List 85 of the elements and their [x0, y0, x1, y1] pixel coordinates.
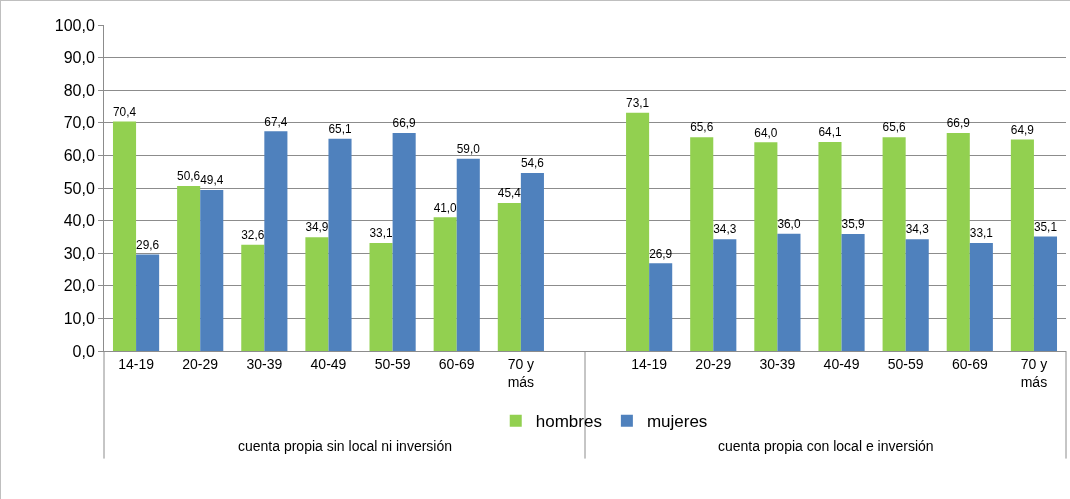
data-label: 59,0 [456, 141, 481, 156]
bar [497, 203, 521, 351]
data-label: 64,0 [754, 125, 778, 140]
legend-label: hombres [535, 412, 602, 432]
data-label: 67,4 [264, 114, 288, 129]
y-tick-label: 20,0 [63, 277, 95, 295]
bar [456, 158, 480, 351]
data-label: 34,3 [905, 222, 930, 237]
data-label: 35,1 [1033, 219, 1058, 234]
bar [328, 138, 352, 351]
bar [520, 173, 544, 351]
bar [200, 189, 224, 351]
data-label: 70,4 [112, 104, 137, 119]
x-tick-label: 30-39 [246, 355, 283, 372]
data-label: 33,1 [969, 226, 994, 241]
bar [1033, 236, 1058, 351]
bar [264, 131, 288, 351]
bar [305, 237, 329, 351]
bar [433, 217, 457, 351]
y-tick-label: 10,0 [63, 310, 95, 327]
x-tick-label: 50-59 [374, 355, 411, 372]
y-tick-label: 60,0 [63, 147, 95, 164]
data-label: 26,9 [649, 246, 673, 261]
text: cuenta propia sin local ni inversión [238, 438, 453, 454]
y-tick-label: 30,0 [63, 244, 95, 262]
bar [969, 243, 993, 351]
data-label: 29,6 [136, 237, 160, 252]
bar [1010, 139, 1034, 351]
data-label: 65,1 [328, 122, 352, 137]
y-tick-label: 100,0 [54, 16, 95, 34]
y-tick-label: 40,0 [63, 212, 95, 230]
bar [946, 132, 970, 351]
text: cuenta propia con local e inversión [718, 438, 934, 454]
bar [905, 239, 929, 351]
bar [136, 254, 160, 351]
data-label: 73,1 [626, 95, 650, 110]
data-label: 34,9 [305, 220, 329, 235]
data-label: 64,9 [1010, 122, 1035, 137]
data-label: 54,6 [520, 156, 545, 171]
data-label: 66,9 [392, 116, 417, 131]
data-label: 32,6 [241, 227, 265, 242]
bar [177, 186, 201, 351]
y-tick-label: 70,0 [63, 114, 95, 132]
bar [713, 239, 737, 351]
y-tick-label: 80,0 [63, 81, 95, 99]
bar [241, 244, 265, 351]
bar [690, 137, 714, 351]
y-tick-label: 50,0 [63, 179, 95, 197]
x-tick-label: 40-49 [310, 355, 347, 372]
y-tick-label: 90,0 [63, 49, 95, 67]
data-label: 66,9 [946, 116, 971, 131]
bar [626, 112, 650, 351]
x-tick-label: 14-19 [118, 355, 155, 372]
bar [841, 233, 865, 351]
bar [777, 233, 801, 351]
x-tick-label: 20-29 [182, 355, 219, 372]
data-label: 41,0 [433, 200, 458, 215]
data-label: 50,6 [177, 169, 201, 184]
data-label: 35,9 [841, 217, 866, 232]
data-label: 65,6 [882, 120, 907, 135]
x-tick-label: 70 y más [507, 355, 535, 390]
bar [369, 243, 393, 351]
bar [882, 137, 906, 351]
x-tick-label: 20-29 [695, 355, 732, 372]
x-tick-label: 40-49 [823, 355, 860, 372]
bar [818, 142, 842, 351]
x-tick-label: 14-19 [631, 355, 668, 372]
bar [649, 263, 673, 351]
x-tick-label: 60-69 [951, 355, 988, 372]
x-tick-label: 60-69 [438, 355, 475, 372]
x-tick-label: 70 y más [1020, 355, 1048, 390]
data-label: 45,4 [497, 186, 522, 201]
bar [392, 132, 416, 351]
data-label: 36,0 [777, 216, 801, 231]
data-label: 49,4 [200, 173, 224, 188]
x-tick-label: 50-59 [887, 355, 924, 372]
data-label: 34,3 [713, 222, 737, 237]
bar [112, 121, 137, 351]
y-tick-label: 0,0 [72, 342, 95, 360]
legend-label: mujeres [646, 412, 708, 432]
data-label: 33,1 [369, 226, 393, 241]
data-label: 64,1 [818, 125, 842, 140]
data-label: 65,6 [690, 120, 714, 135]
x-tick-label: 30-39 [759, 355, 796, 372]
bar [754, 142, 778, 351]
